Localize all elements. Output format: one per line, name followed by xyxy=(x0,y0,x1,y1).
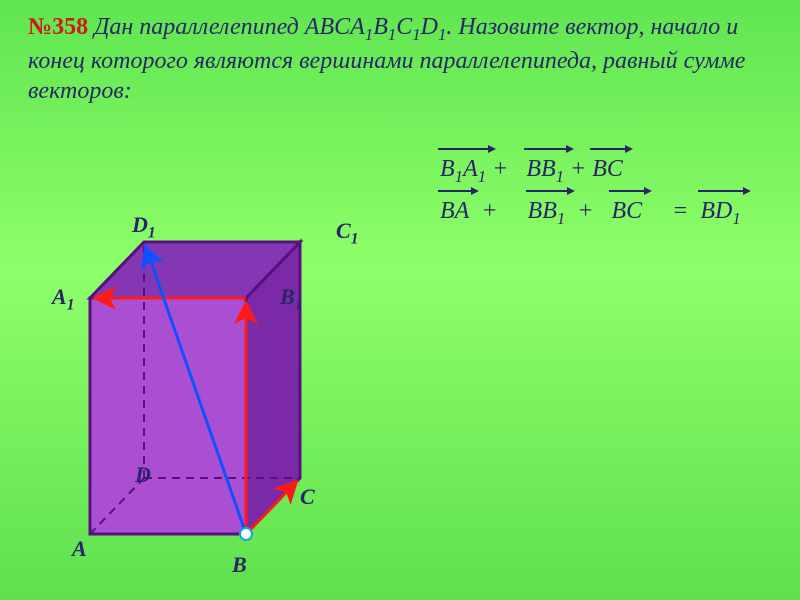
label-C1: C1 xyxy=(336,218,358,248)
point-B-marker xyxy=(240,528,252,540)
label-B1: B1 xyxy=(280,284,302,314)
label-B: B xyxy=(232,552,247,578)
label-A1: A1 xyxy=(52,284,74,314)
label-D1: D1 xyxy=(132,212,156,242)
label-D: D xyxy=(135,462,151,488)
slide-stage: №358 Дан параллелепипед ABCA1B1C1D1. Наз… xyxy=(0,0,800,600)
label-A: A xyxy=(72,536,87,562)
scene-svg xyxy=(0,0,800,600)
label-C: C xyxy=(300,484,315,510)
